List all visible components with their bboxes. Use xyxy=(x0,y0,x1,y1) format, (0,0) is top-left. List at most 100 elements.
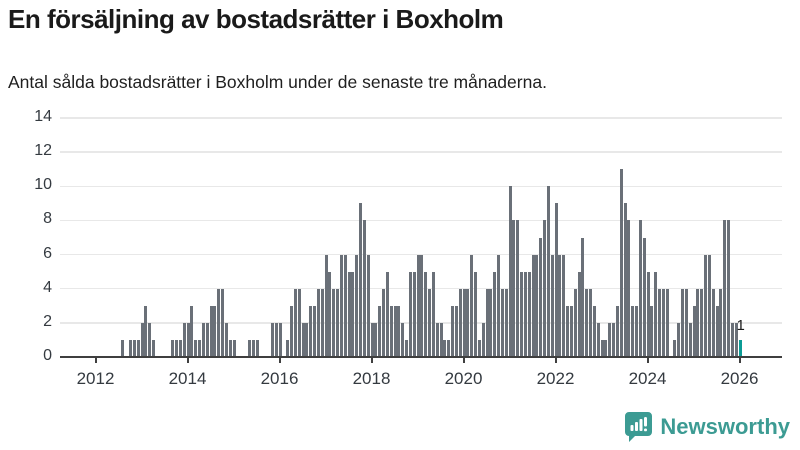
bar xyxy=(362,220,366,356)
x-axis-tick-label: 2016 xyxy=(260,369,299,388)
bar xyxy=(347,271,351,356)
bar xyxy=(512,220,516,356)
bar xyxy=(466,288,470,356)
bar xyxy=(148,322,152,356)
x-axis-tick xyxy=(278,358,281,363)
bar xyxy=(401,322,405,356)
bar xyxy=(274,322,278,356)
bar xyxy=(569,305,573,356)
bar xyxy=(704,254,707,356)
bar xyxy=(497,254,500,356)
bar xyxy=(658,288,661,356)
bar xyxy=(665,288,669,356)
y-axis-tick-label: 10 xyxy=(34,176,52,194)
bar xyxy=(328,271,332,356)
bar xyxy=(201,322,205,356)
bar xyxy=(523,271,527,356)
bar xyxy=(194,339,198,356)
bar xyxy=(221,288,224,356)
bar xyxy=(301,322,305,356)
bar xyxy=(178,339,182,356)
bar xyxy=(707,254,711,356)
bar xyxy=(615,305,619,356)
x-axis-tick-label: 2026 xyxy=(720,369,759,388)
bar xyxy=(305,322,309,356)
bar xyxy=(309,305,313,356)
bar xyxy=(140,322,144,356)
chart-subtitle: Antal sålda bostadsrätter i Boxholm unde… xyxy=(8,72,547,92)
bar xyxy=(612,322,615,356)
bar xyxy=(320,288,324,356)
x-axis-tick-label: 2012 xyxy=(76,369,115,388)
x-axis-tick-label: 2022 xyxy=(536,369,575,388)
bar xyxy=(389,305,393,356)
bar xyxy=(458,288,462,356)
bar xyxy=(454,305,458,356)
bar xyxy=(332,288,336,356)
bar xyxy=(673,339,677,356)
newsworthy-wordmark: Newsworthy xyxy=(660,413,790,439)
bar xyxy=(531,254,535,356)
bar xyxy=(577,271,581,356)
bar xyxy=(297,288,301,356)
bar xyxy=(516,220,520,356)
bar xyxy=(129,339,132,356)
bar xyxy=(585,288,589,356)
bar xyxy=(255,339,259,356)
bar xyxy=(374,322,378,356)
bar xyxy=(688,322,692,356)
y-axis-tick-label: 8 xyxy=(43,210,52,228)
bar xyxy=(638,220,642,356)
last-value-label: 1 xyxy=(736,316,745,334)
x-axis-tick xyxy=(738,358,741,363)
bar xyxy=(500,288,504,356)
bar xyxy=(339,254,343,356)
bar xyxy=(661,288,665,356)
bar xyxy=(470,254,474,356)
bar xyxy=(370,322,374,356)
x-axis-tick-label: 2024 xyxy=(628,369,667,388)
bar xyxy=(217,288,221,356)
bar xyxy=(477,339,481,356)
bar xyxy=(730,322,734,356)
bar xyxy=(474,271,477,356)
bar xyxy=(462,288,466,356)
bar xyxy=(293,288,297,356)
bar xyxy=(604,339,608,356)
bar xyxy=(316,288,320,356)
bar xyxy=(562,254,566,356)
bar xyxy=(431,271,435,356)
bar xyxy=(489,288,493,356)
bar xyxy=(589,288,592,356)
gridline-y-14 xyxy=(60,117,782,119)
y-axis-tick-label: 14 xyxy=(34,108,52,125)
bar xyxy=(232,339,236,356)
bar xyxy=(711,288,715,356)
x-axis-tick xyxy=(94,358,97,363)
bar xyxy=(343,254,347,356)
x-axis-tick xyxy=(186,358,189,363)
bar xyxy=(627,220,631,356)
bar xyxy=(359,203,362,356)
bar xyxy=(684,288,688,356)
bar xyxy=(270,322,274,356)
bar xyxy=(198,339,201,356)
bar xyxy=(608,322,612,356)
bar xyxy=(715,305,719,356)
bar xyxy=(723,220,727,356)
x-axis-tick xyxy=(646,358,649,363)
bar xyxy=(213,305,217,356)
bar xyxy=(700,288,704,356)
x-axis-tick-label: 2018 xyxy=(352,369,391,388)
bar xyxy=(324,254,328,356)
bar xyxy=(435,322,439,356)
bar xyxy=(681,288,684,356)
x-axis-line xyxy=(60,356,782,358)
bar xyxy=(424,271,428,356)
bar xyxy=(286,339,290,356)
bar xyxy=(209,305,213,356)
bar xyxy=(642,237,646,356)
x-axis-tick xyxy=(554,358,557,363)
bar xyxy=(654,271,658,356)
